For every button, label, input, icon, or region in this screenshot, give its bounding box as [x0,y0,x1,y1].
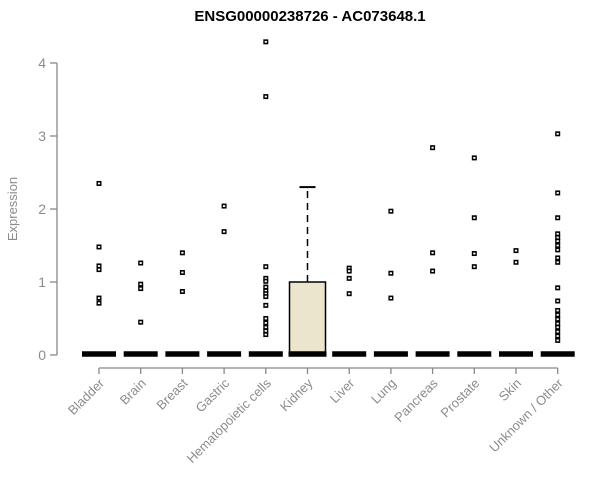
outlier-point-center [348,267,351,270]
x-category-label: Gastric [193,375,233,415]
median-bar [332,351,367,357]
median-bar [248,351,283,357]
outlier-point-center [556,236,559,239]
outlier-point-center [264,321,267,324]
outlier-point-center [556,286,559,289]
outlier-point-center [97,182,101,185]
outlier-point-center [264,265,267,268]
outlier-point-center [97,268,101,271]
outlier-point-center [389,297,392,299]
median-bar [499,351,533,357]
outlier-point-center [97,302,101,305]
outlier-point-center [556,330,559,333]
y-tick-label: 2 [38,201,46,217]
median-bar [288,351,327,357]
outlier-point-center [264,304,267,307]
outlier-point-center [97,265,101,267]
outlier-point-center [556,132,559,135]
outlier-point-center [264,280,267,283]
outlier-point-center [556,318,559,321]
median-bar [82,351,116,357]
outlier-point-center [556,326,559,329]
outlier-point-center [264,289,267,292]
outlier-point-center [556,309,559,312]
outlier-point-center [431,270,434,272]
median-bar [207,351,242,357]
outlier-point-center [556,313,559,316]
outlier-point-center [514,261,518,264]
outlier-point-center [556,232,559,235]
median-bar [540,351,575,357]
x-category-label: Breast [153,375,190,412]
outlier-point-center [348,292,351,295]
outlier-point-center [264,333,267,336]
outlier-point-center [181,251,184,254]
x-category-label: Prostate [438,376,483,421]
outlier-point-center [264,277,267,280]
x-category-label: Bladder [65,375,108,418]
outlier-point-center [473,157,476,159]
x-category-label: Brain [117,376,149,408]
y-tick-label: 1 [38,274,46,290]
outlier-point-center [264,326,267,329]
outlier-point-center [556,192,559,194]
outlier-point-center [264,40,267,43]
median-bar [123,351,158,357]
outlier-point-center [431,146,434,149]
median-bar [457,351,492,357]
outlier-point-center [264,292,267,295]
outlier-point-center [431,251,434,254]
x-category-label: Skin [496,376,524,404]
outlier-point-center [223,205,226,207]
outlier-point-center [556,216,559,219]
box-kidney [288,281,327,356]
x-category-label: Lung [368,376,399,407]
chart-title: ENSG00000238726 - AC073648.1 [194,8,426,25]
outlier-point-center [389,210,392,213]
outlier-point-center [264,95,267,98]
x-category-label: Pancreas [391,375,441,425]
outlier-point-center [514,249,518,252]
outlier-point-center [556,335,559,337]
outlier-point-center [264,330,267,332]
outlier-point-center [139,287,142,290]
y-tick-label: 0 [38,347,46,363]
outlier-point-center [181,271,184,274]
median-bar [415,351,450,357]
outlier-point-center [348,270,351,272]
outlier-point-center [473,265,476,268]
outlier-point-center [264,286,267,289]
outlier-point-center [473,216,476,219]
outlier-point-center [389,272,392,275]
y-axis-title: Expression [5,176,20,242]
outlier-point-center [139,262,142,264]
outlier-point-center [139,321,142,324]
outlier-point-center [264,295,267,298]
x-category-label: Unknown / Other [486,375,566,455]
outlier-point-center [181,290,184,293]
outlier-point-center [473,252,476,255]
outlier-point-center [97,297,101,299]
y-tick-label: 4 [38,55,46,71]
outlier-point-center [97,246,101,248]
median-bar [165,351,200,357]
outlier-point-center [348,277,351,280]
x-category-label: Kidney [277,375,316,414]
outlier-point-center [556,244,559,247]
outlier-point-center [556,257,559,259]
outlier-point-center [556,261,559,264]
x-category-label: Liver [327,375,358,406]
outlier-point-center [264,317,267,320]
median-bar [373,351,408,357]
outlier-point-center [556,322,559,325]
outlier-point-center [556,248,559,251]
outlier-point-center [556,300,559,302]
outlier-point-center [139,283,142,286]
y-tick-label: 3 [38,128,46,144]
outlier-point-center [223,230,226,233]
outlier-point-center [556,339,559,342]
outlier-point-center [556,240,559,243]
